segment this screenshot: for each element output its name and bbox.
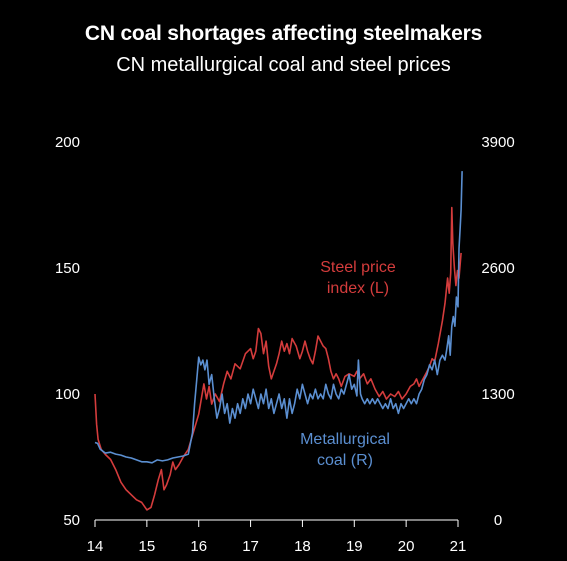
x-tick-label: 18 — [294, 538, 311, 555]
metallurgical-coal-line — [94, 171, 463, 464]
right-y-tick-label: 1300 — [481, 386, 514, 403]
steel-price-annotation: Steel price — [320, 259, 396, 276]
chart-title: CN coal shortages affecting steelmakers — [84, 22, 483, 45]
steel-price-line — [94, 206, 462, 511]
x-tick-label: 19 — [346, 538, 363, 555]
left-y-tick-label: 100 — [55, 386, 80, 403]
x-tick-label: 21 — [450, 538, 467, 555]
left-y-tick-label: 50 — [63, 512, 80, 529]
metallurgical-coal-annotation: coal (R) — [317, 452, 373, 469]
x-tick-label: 14 — [87, 538, 104, 555]
right-y-axis: 3900 2600 1300 0 — [481, 134, 514, 529]
right-y-tick-label: 0 — [494, 512, 502, 529]
left-y-tick-label: 200 — [55, 134, 80, 151]
x-tick-label: 15 — [139, 538, 156, 555]
chart-subtitle: CN metallurgical coal and steel prices — [116, 54, 451, 76]
x-axis: 14 15 16 17 18 19 20 21 — [87, 520, 467, 555]
x-tick-label: 20 — [398, 538, 415, 555]
series-lines — [94, 171, 463, 511]
metallurgical-coal-annotation: Metallurgical — [300, 431, 390, 448]
right-y-tick-label: 3900 — [481, 134, 514, 151]
x-tick-label: 16 — [190, 538, 207, 555]
left-y-axis: 200 150 100 50 — [55, 134, 80, 529]
right-y-tick-label: 2600 — [481, 260, 514, 277]
steel-price-annotation: index (L) — [327, 280, 389, 297]
x-tick-label: 17 — [242, 538, 259, 555]
left-y-tick-label: 150 — [55, 260, 80, 277]
series-annotations: Steel price index (L) Metallurgical coal (R… — [300, 259, 396, 469]
